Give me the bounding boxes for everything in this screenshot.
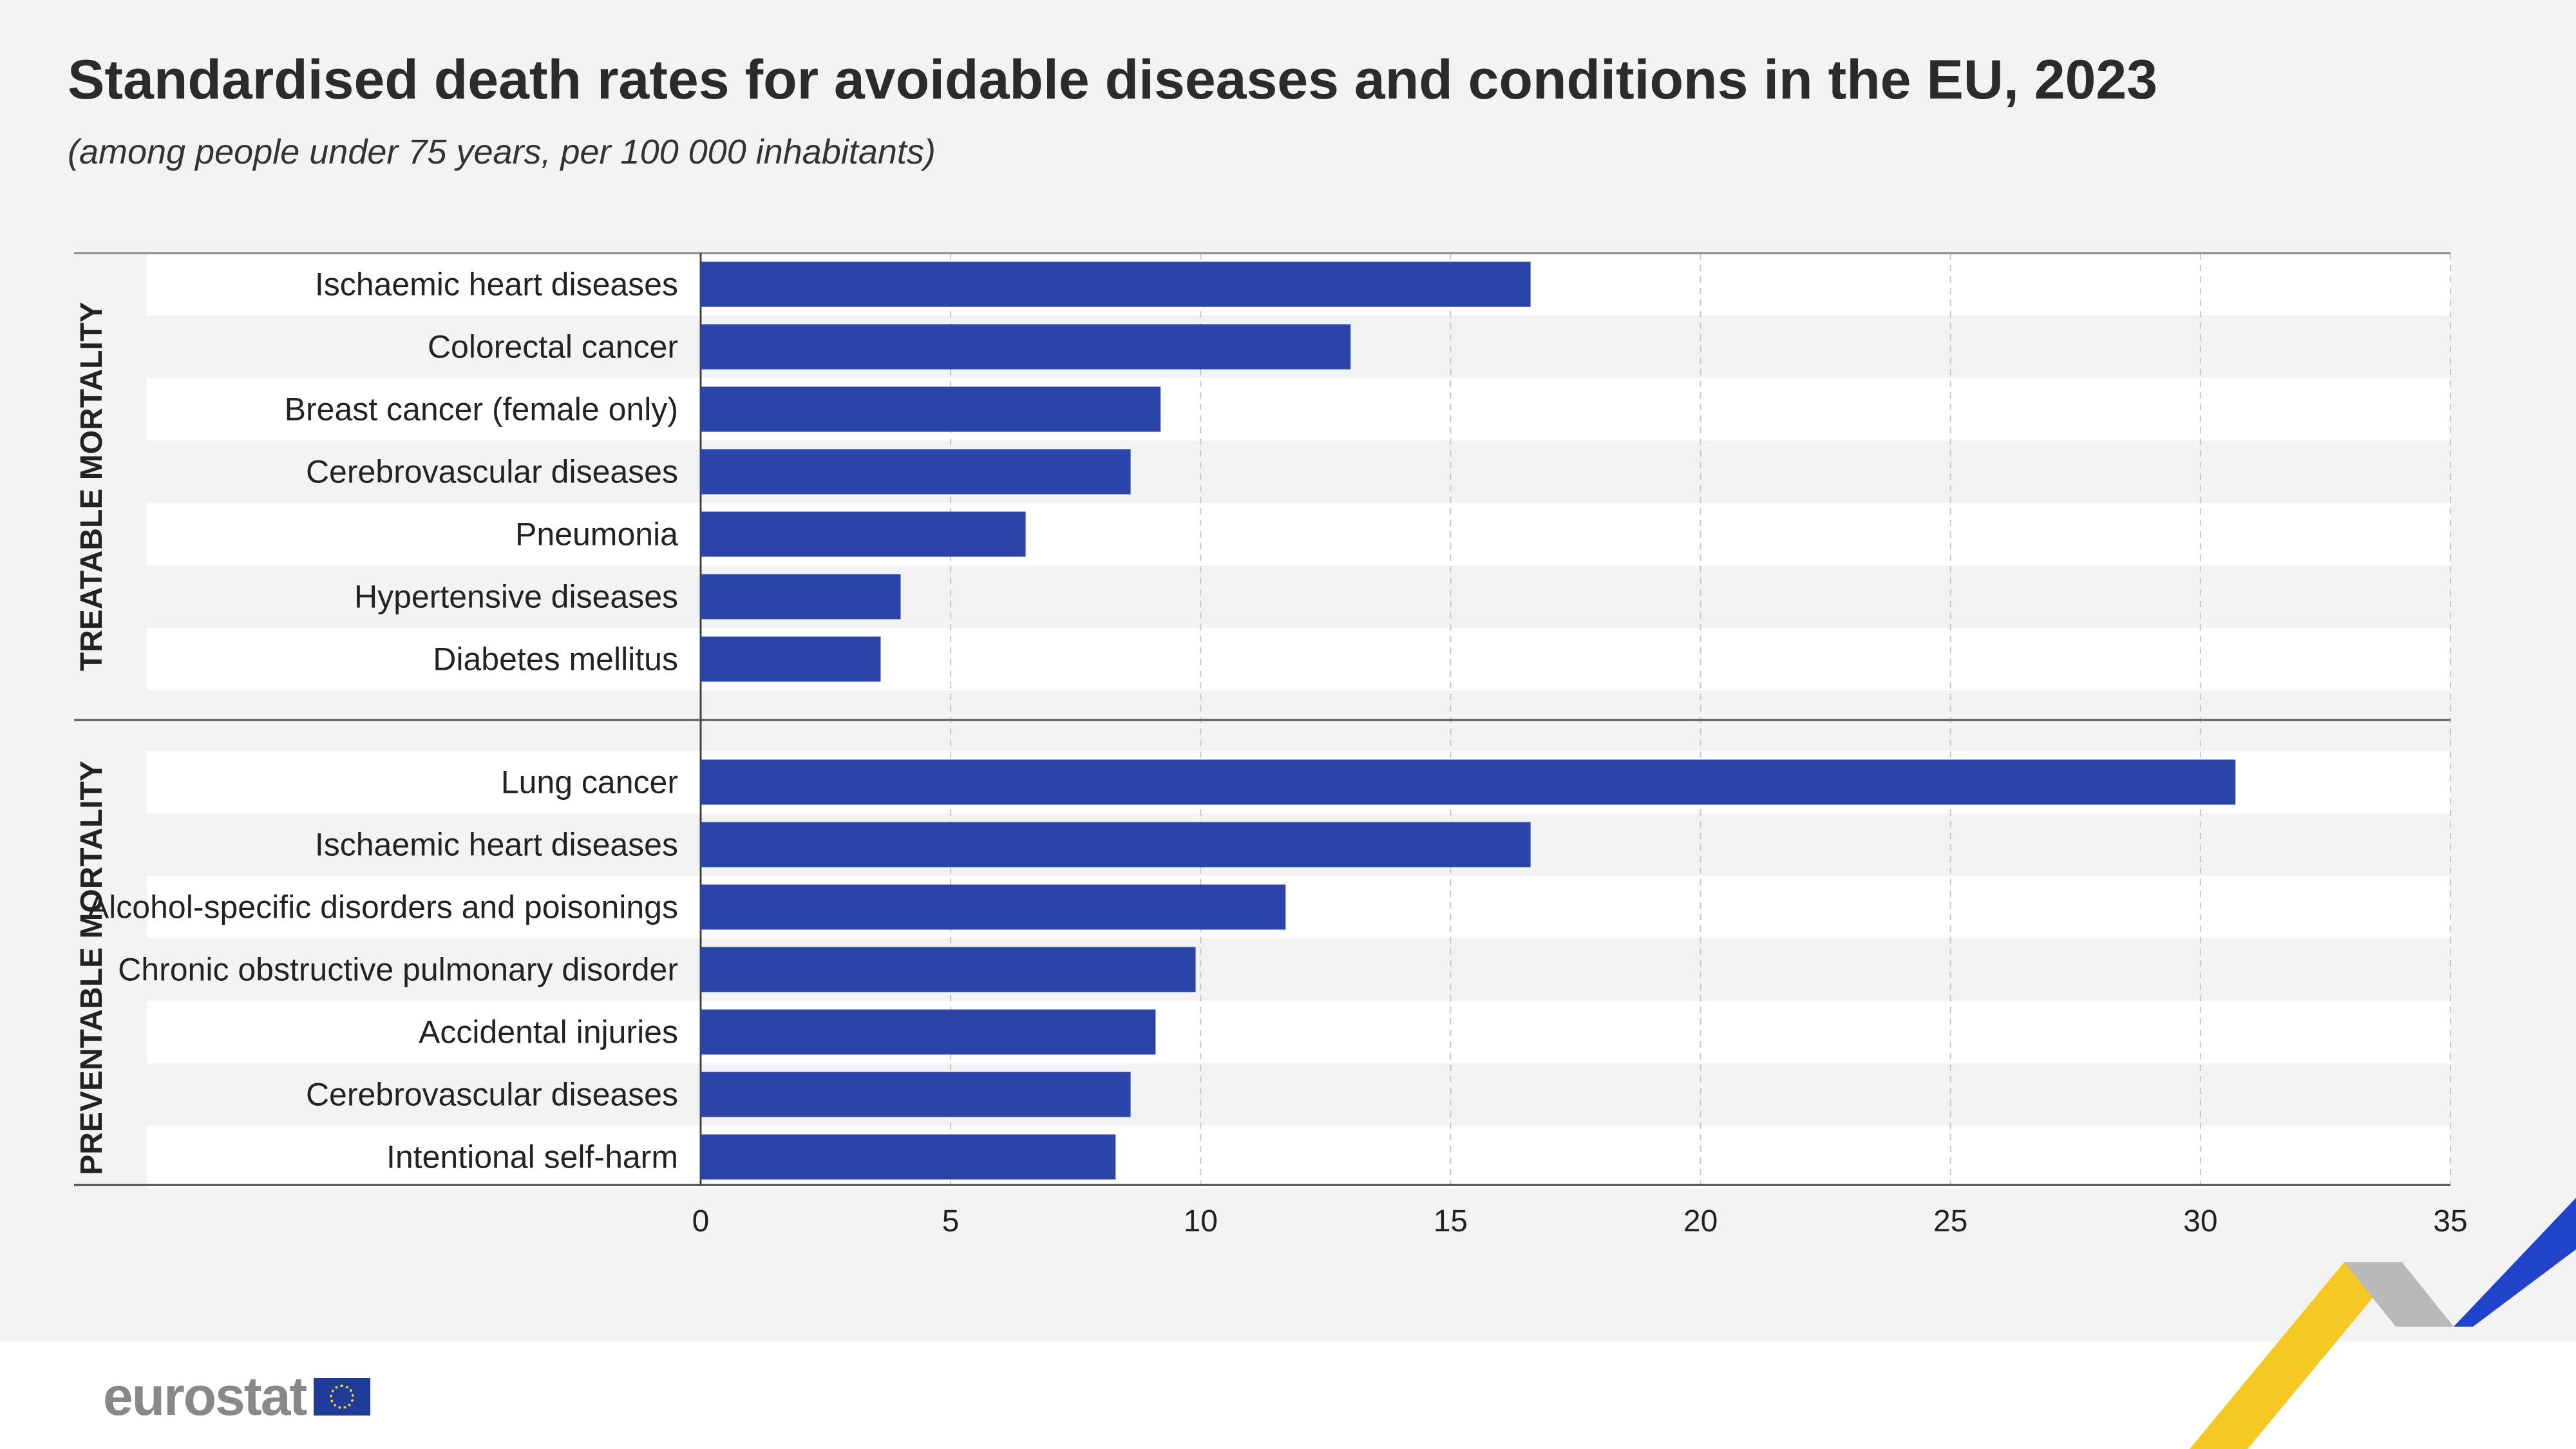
row-band (147, 440, 2450, 503)
x-tick-label: 30 (2183, 1204, 2217, 1238)
group-label: TREATABLE MORTALITY (75, 302, 109, 671)
category-label: Colorectal cancer (428, 329, 678, 365)
category-label: Chronic obstructive pulmonary disorder (118, 952, 678, 988)
row-band (147, 1063, 2450, 1126)
category-label: Intentional self-harm (386, 1139, 678, 1175)
bar (701, 636, 881, 682)
bar (701, 1009, 1156, 1055)
x-tick-label: 35 (2433, 1204, 2467, 1238)
bar (701, 1072, 1131, 1117)
category-label: Breast cancer (female only) (285, 392, 678, 428)
row-band (147, 1001, 2450, 1063)
chart-title: Standardised death rates for avoidable d… (68, 49, 2158, 111)
x-tick-label: 20 (1683, 1204, 1718, 1238)
bar (701, 884, 1286, 930)
category-label: Cerebrovascular diseases (306, 454, 678, 490)
bar (701, 511, 1026, 557)
row-band (147, 565, 2450, 628)
bar (701, 822, 1531, 867)
bar (701, 947, 1196, 992)
decorative-ribbon-icon (2190, 1198, 2576, 1449)
row-band (147, 938, 2450, 1001)
group-label: PREVENTABLE MORTALITY (75, 761, 109, 1175)
bar-chart: Ischaemic heart diseases Colorectal cance… (74, 252, 2468, 1238)
category-label: Diabetes mellitus (433, 641, 678, 677)
category-label: Cerebrovascular diseases (306, 1077, 678, 1113)
row-band (147, 1126, 2450, 1188)
row-band (147, 876, 2450, 938)
x-tick-label: 10 (1184, 1204, 1218, 1238)
chart-subtitle: (among people under 75 years, per 100 00… (68, 133, 936, 171)
eurostat-logo: eurostat (103, 1365, 371, 1428)
x-tick-label: 25 (1933, 1204, 1967, 1238)
category-label: Accidental injuries (419, 1014, 678, 1050)
bar (701, 574, 901, 620)
category-label: Pneumonia (515, 516, 678, 553)
eu-flag-icon (314, 1378, 371, 1416)
x-tick-label: 0 (692, 1204, 710, 1238)
bar (701, 449, 1131, 495)
category-label: Hypertensive diseases (354, 579, 678, 615)
logo-text: eurostat (103, 1366, 307, 1426)
category-label: Ischaemic heart diseases (315, 267, 678, 303)
bar (701, 261, 1531, 307)
bar (701, 759, 2236, 805)
row-band (147, 628, 2450, 690)
category-label: Lung cancer (501, 764, 678, 800)
category-label: Ischaemic heart diseases (315, 827, 678, 863)
category-label: Alcohol-specific disorders and poisoning… (88, 889, 678, 925)
bar (701, 324, 1351, 370)
bar (701, 386, 1161, 432)
row-band (147, 378, 2450, 440)
row-band (147, 503, 2450, 565)
x-tick-label: 5 (942, 1204, 960, 1238)
footer (0, 1341, 2576, 1449)
bar (701, 1134, 1116, 1180)
x-tick-label: 15 (1434, 1204, 1468, 1238)
